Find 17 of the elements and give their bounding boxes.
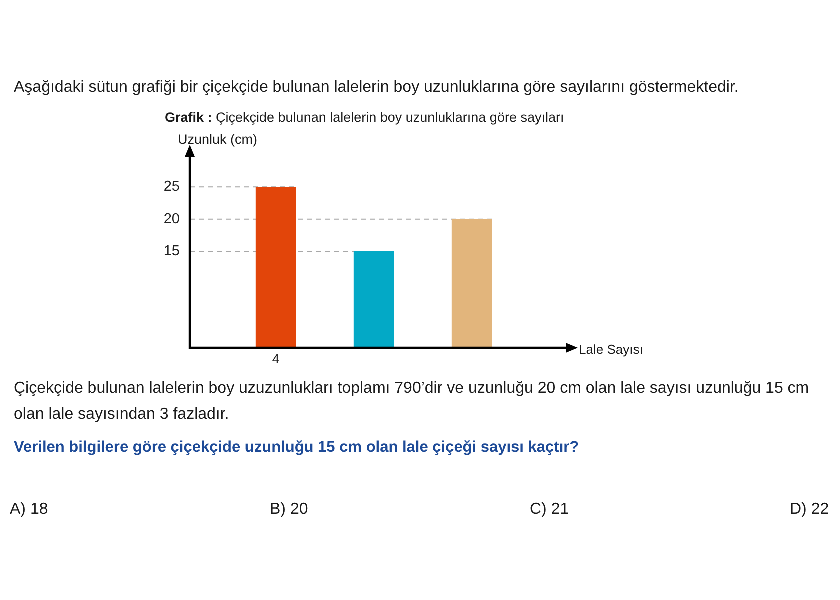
y-axis-title: Uzunluk (cm) <box>178 132 258 148</box>
x-axis-title: Lale Sayısı <box>579 342 644 358</box>
x-tick-label: 4 <box>272 351 280 366</box>
chart-title: Grafik : Çiçekçide bulunan lalelerin boy uzunluklarına göre sayıları <box>165 110 564 125</box>
text: Aşağıdaki sütun grafiği bir çiçekçide bulunan lalelerin boy uzunluklarına göre sayılarını göstermektedir. <box>14 78 740 98</box>
y-tick-label: 15 <box>164 244 180 260</box>
text: A) 18 <box>10 500 48 520</box>
bar <box>452 219 492 348</box>
text: C) 21 <box>530 500 570 520</box>
y-tick-label: 20 <box>164 211 180 228</box>
y-tick-label: 25 <box>164 179 180 196</box>
text: Çiçekçide bulunan lalelerin boy uzuzunlukları toplamı 790’dir ve uzunluğu 20 cm olan lale sayısı uzunluğu 15 cm olan lale sayısından 3 fazladır. <box>14 379 810 425</box>
bar <box>354 252 394 348</box>
text: D) 22 <box>790 500 830 520</box>
bar <box>256 187 296 348</box>
text: B) 20 <box>270 500 308 520</box>
text: Verilen bilgilere göre çiçekçide uzunluğu 15 cm olan lale çiçeği sayısı kaçtır? <box>14 438 580 458</box>
